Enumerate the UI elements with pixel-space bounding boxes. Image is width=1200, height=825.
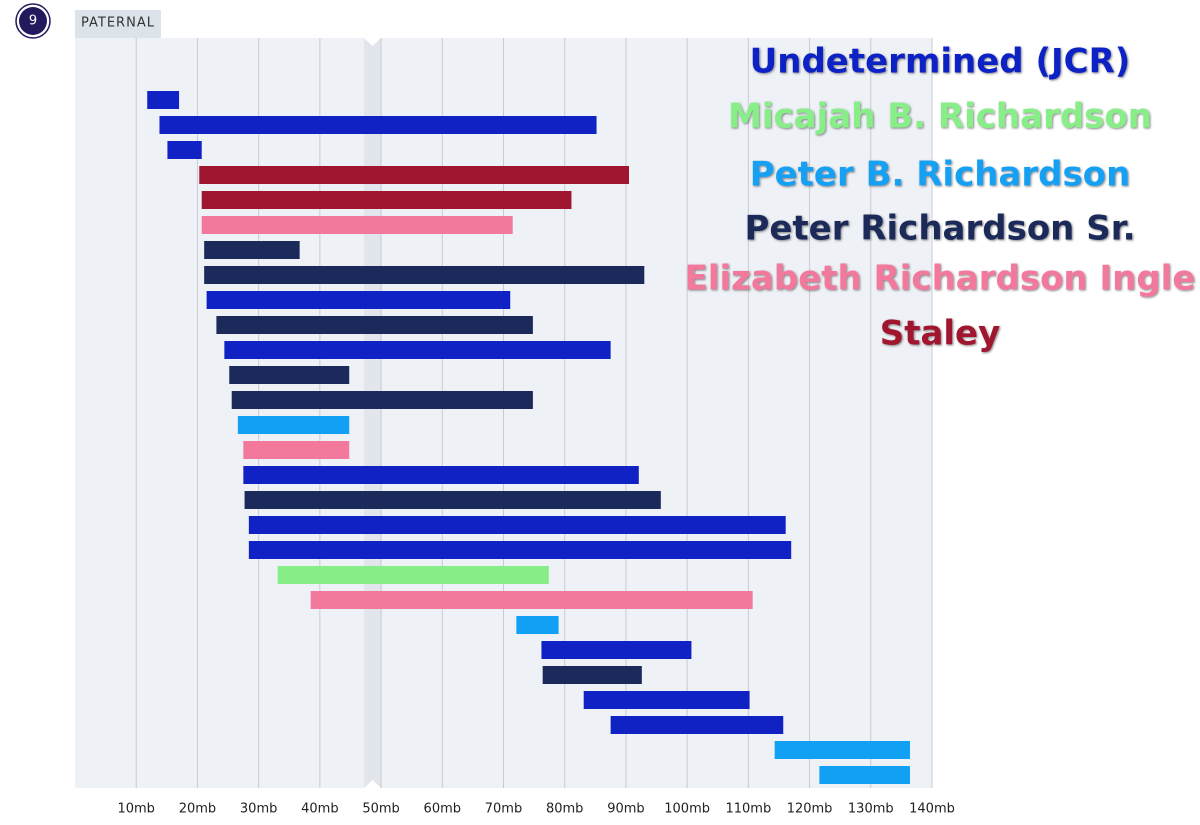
segment-bar (237, 416, 350, 434)
segment-bar (542, 666, 642, 684)
x-tick-label: 110mb (725, 802, 771, 817)
segment-bar (541, 641, 692, 659)
centromere-notch (364, 38, 381, 46)
centromere-band (364, 38, 381, 788)
segment-bar (243, 441, 350, 459)
segment-bar (277, 566, 549, 584)
x-tick-label: 40mb (301, 802, 338, 817)
segment-bar (516, 616, 559, 634)
segment-bar (199, 166, 629, 184)
legend-entry: Undetermined (JCR) (750, 42, 1131, 82)
segment-bar (159, 116, 597, 134)
chromosome-number: 9 (29, 14, 37, 29)
legend-entry: Elizabeth Richardson Ingle (685, 259, 1196, 299)
centromere-notch (364, 780, 381, 788)
segment-bar (819, 766, 910, 784)
segment-bar (216, 316, 533, 334)
x-tick-label: 120mb (787, 802, 833, 817)
segment-bar (243, 466, 639, 484)
segment-bar (167, 141, 202, 159)
segment-bar (206, 291, 511, 309)
segment-bar (244, 491, 661, 509)
segment-bar (248, 516, 786, 534)
legend-entry: Peter B. Richardson (750, 155, 1131, 195)
tab-label: PATERNAL (81, 16, 155, 31)
segment-bar (248, 541, 792, 559)
segment-bar (204, 266, 645, 284)
x-tick-label: 50mb (362, 802, 399, 817)
legend-entry: Peter Richardson Sr. (744, 209, 1135, 249)
x-tick-label: 80mb (546, 802, 583, 817)
segment-bar (224, 341, 611, 359)
segment-bar (231, 391, 533, 409)
x-tick-label: 90mb (607, 802, 644, 817)
x-tick-label: 10mb (117, 802, 154, 817)
segment-bar (310, 591, 753, 609)
x-tick-label: 130mb (848, 802, 894, 817)
segment-bar (583, 691, 750, 709)
tab (75, 10, 161, 38)
segment-bar (204, 241, 300, 259)
x-tick-label: 60mb (424, 802, 461, 817)
segment-bar (229, 366, 350, 384)
segment-bar (201, 216, 513, 234)
legend-entry: Staley (880, 314, 1001, 354)
chromosome-badge (19, 7, 47, 35)
segment-bar (201, 191, 572, 209)
x-tick-label: 70mb (485, 802, 522, 817)
segment-bar (774, 741, 910, 759)
legend-entry: Micajah B. Richardson (728, 97, 1152, 137)
segment-bar (147, 91, 180, 109)
x-tick-label: 100mb (664, 802, 710, 817)
x-tick-label: 30mb (240, 802, 277, 817)
segment-bar (610, 716, 784, 734)
x-tick-label: 20mb (179, 802, 216, 817)
x-tick-label: 140mb (909, 802, 955, 817)
